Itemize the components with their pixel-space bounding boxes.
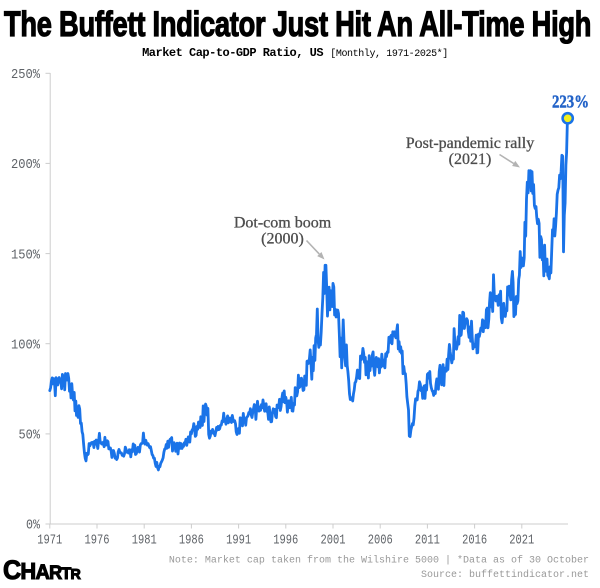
svg-text:0%: 0% [26, 519, 41, 534]
svg-text:100%: 100% [11, 338, 41, 353]
svg-text:Note: Market cap taken from th: Note: Market cap taken from the Wilshire… [169, 555, 589, 567]
svg-text:2016: 2016 [462, 534, 487, 549]
svg-text:2006: 2006 [368, 534, 393, 549]
svg-text:200%: 200% [11, 158, 41, 173]
svg-text:1986: 1986 [179, 534, 204, 549]
svg-text:1996: 1996 [273, 534, 298, 549]
svg-text:1991: 1991 [226, 534, 251, 549]
svg-text:Dot-com boom: Dot-com boom [234, 215, 332, 232]
svg-text:(2000): (2000) [261, 231, 304, 248]
svg-text:2011: 2011 [415, 534, 440, 549]
svg-text:1981: 1981 [132, 534, 157, 549]
svg-text:Post-pandemic rally: Post-pandemic rally [406, 135, 534, 152]
svg-text:2001: 2001 [321, 534, 346, 549]
svg-text:50%: 50% [19, 429, 41, 444]
svg-text:(2021): (2021) [449, 151, 492, 168]
svg-text:223%: 223% [552, 92, 589, 112]
svg-text:2021: 2021 [509, 534, 534, 549]
svg-text:1971: 1971 [37, 534, 62, 549]
svg-text:1976: 1976 [85, 534, 110, 549]
svg-text:150%: 150% [11, 248, 41, 263]
svg-text:Source: buffettindicator.net: Source: buffettindicator.net [421, 569, 589, 581]
svg-text:250%: 250% [11, 68, 41, 83]
